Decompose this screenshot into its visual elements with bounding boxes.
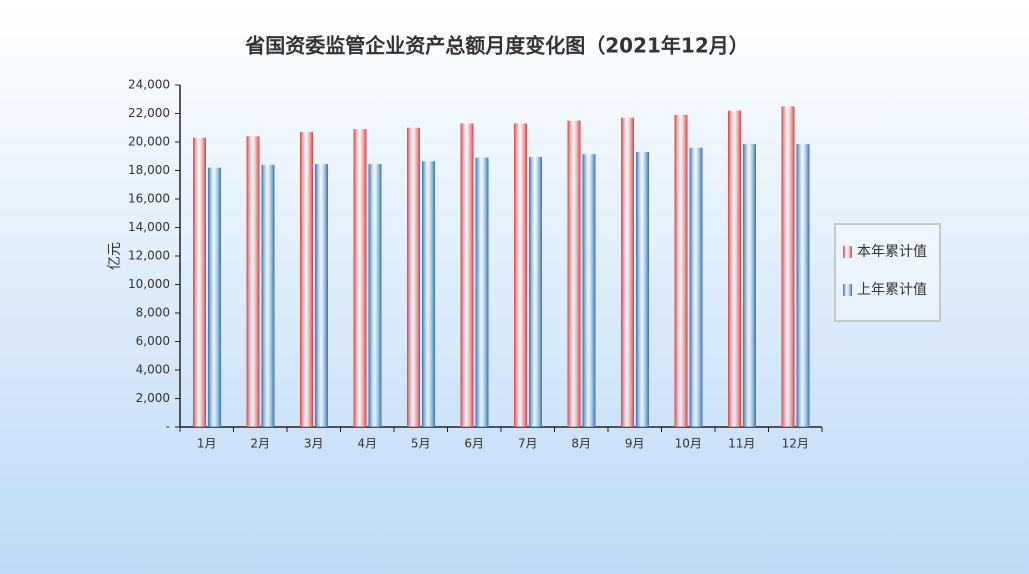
x-tick-label: 3月: [304, 437, 324, 451]
bar: [781, 106, 795, 427]
bar: [743, 144, 756, 427]
bar: [407, 127, 420, 427]
x-tick-label: 10月: [675, 437, 702, 451]
bar: [208, 167, 221, 427]
x-tick-label: 8月: [571, 437, 591, 451]
bar: [353, 129, 367, 428]
bar: [514, 123, 527, 427]
y-tick-label: 16,000: [128, 192, 170, 206]
y-tick-label: 22,000: [128, 106, 170, 120]
y-tick-label: 8,000: [136, 306, 170, 320]
bar: [460, 123, 474, 427]
x-tick-label: 6月: [464, 437, 484, 451]
bar: [193, 137, 206, 427]
y-axis-label: 亿元: [107, 242, 123, 270]
y-tick-label: -: [166, 420, 170, 434]
legend-label: 上年累计值: [857, 282, 927, 298]
bar: [689, 147, 703, 427]
bar: [567, 120, 581, 427]
bar: [636, 151, 649, 427]
legend-label: 本年累计值: [857, 244, 927, 260]
bar: [728, 110, 741, 428]
y-tick-label: 4,000: [136, 363, 170, 377]
bar: [796, 144, 810, 427]
y-tick-label: 2,000: [136, 391, 170, 405]
legend-box: [834, 223, 941, 322]
bar: [422, 161, 435, 428]
chart-title: 省国资委监管企业资产总额月度变化图（2021年12月）: [244, 34, 749, 58]
y-tick-label: 12,000: [128, 249, 170, 263]
x-tick-label: 2月: [250, 437, 270, 451]
bar: [621, 117, 634, 428]
x-tick-label: 7月: [518, 437, 538, 451]
x-tick-label: 5月: [411, 437, 431, 451]
y-tick-label: 6,000: [136, 334, 170, 348]
bar: [315, 164, 328, 427]
bar: [368, 164, 382, 427]
y-tick-label: 24,000: [128, 78, 170, 92]
y-tick-label: 20,000: [128, 135, 170, 149]
y-tick-label: 14,000: [128, 220, 170, 234]
y-tick-label: 10,000: [128, 277, 170, 291]
legend-swatch: [843, 284, 852, 296]
y-tick-label: 18,000: [128, 163, 170, 177]
x-tick-label: 12月: [782, 437, 809, 451]
bar: [674, 114, 688, 428]
x-tick-label: 4月: [357, 437, 377, 451]
bar: [246, 136, 260, 428]
x-tick-label: 1月: [197, 437, 217, 451]
bar: [582, 154, 596, 428]
bar: [475, 157, 489, 428]
bar: [300, 132, 313, 427]
x-tick-label: 11月: [728, 437, 755, 451]
legend-swatch: [843, 246, 852, 258]
bar: [529, 156, 542, 427]
x-tick-label: 9月: [625, 437, 645, 451]
bar: [261, 164, 275, 428]
